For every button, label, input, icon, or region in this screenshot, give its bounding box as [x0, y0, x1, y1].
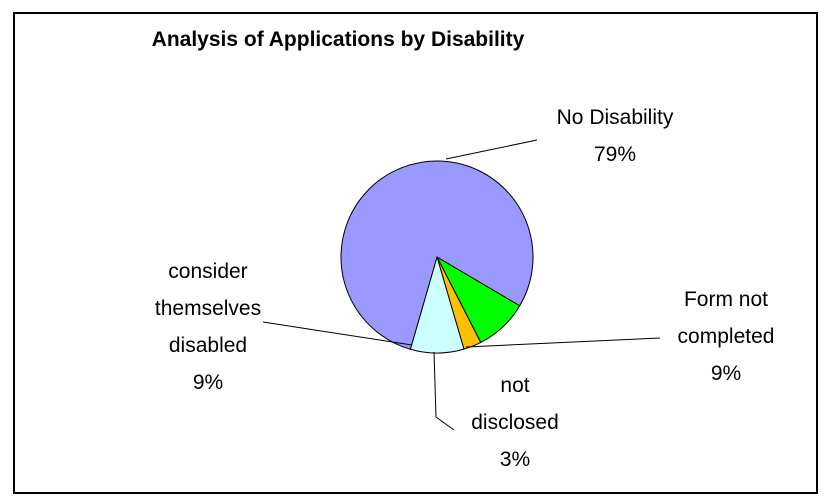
leader-line [465, 337, 661, 348]
leader-line [262, 321, 413, 346]
leader-line [433, 351, 455, 431]
data-label-consider-themselves-disabled: consider themselves disabled 9% [155, 260, 261, 394]
leader-line [445, 139, 538, 160]
data-label-no-disability: No Disability 79% [557, 106, 674, 166]
data-label-not-disclosed: not disclosed 3% [471, 374, 559, 471]
pie-slice-no-disability [340, 160, 534, 350]
data-label-form-not-completed: Form not completed 9% [678, 288, 775, 385]
chart-title: Analysis of Applications by Disability [151, 28, 525, 51]
